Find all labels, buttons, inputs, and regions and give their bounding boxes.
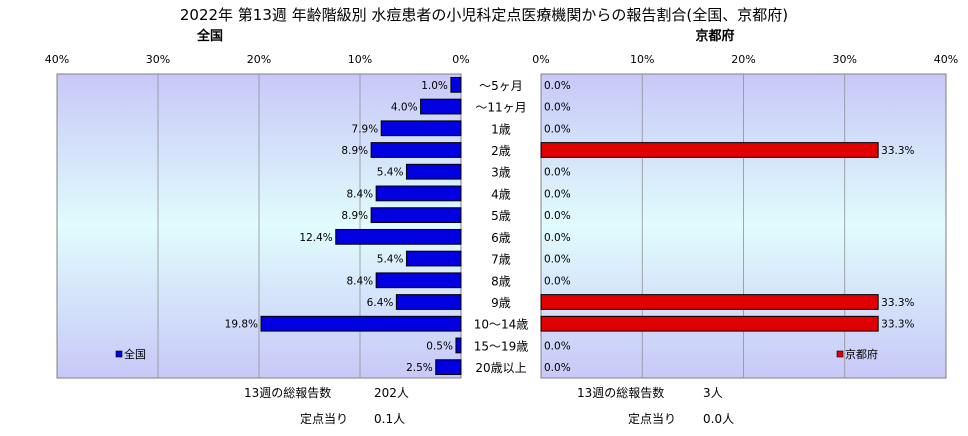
bar-national <box>380 120 462 137</box>
data-label-kyoto: 0.0% <box>544 362 571 374</box>
tick-label-kyoto: 30% <box>833 53 857 66</box>
tick-label-national: 20% <box>247 53 271 66</box>
bar-national <box>420 98 462 115</box>
bar-national <box>405 250 462 267</box>
category-label: ～5ヶ月 <box>479 79 523 93</box>
tick-label-kyoto: 0% <box>532 53 549 66</box>
bar-kyoto <box>540 315 879 332</box>
bar-national <box>375 272 462 289</box>
panel-title-national: 全国 <box>196 28 223 44</box>
data-label-kyoto: 0.0% <box>544 210 571 222</box>
bar-national <box>405 163 462 180</box>
bar-national <box>375 185 462 202</box>
bar-national <box>450 76 462 93</box>
bar-kyoto <box>540 294 879 310</box>
data-label-kyoto: 33.3% <box>881 319 914 331</box>
data-label-national: 2.5% <box>406 362 433 374</box>
data-label-kyoto: 0.0% <box>544 167 571 179</box>
legend-label-kyoto: 京都府 <box>845 347 878 361</box>
tick-label-national: 40% <box>45 53 69 66</box>
per-sentinel-label-kyoto: 定点当り <box>628 411 676 426</box>
category-label: 4歳 <box>491 187 511 201</box>
category-label: 9歳 <box>491 296 511 310</box>
bar-national <box>435 359 462 376</box>
data-label-national: 5.4% <box>377 167 404 179</box>
legend-swatch-national <box>115 350 123 358</box>
tick-label-national: 0% <box>452 53 469 66</box>
total-reports-label-national: 13週の総報告数 <box>244 385 331 400</box>
category-label: 3歳 <box>491 166 511 180</box>
tick-label-kyoto: 40% <box>934 53 958 66</box>
axis-tick-labels: 40% 30% 20% 10% 0% 0% 10% 20% 30% 40% <box>45 53 958 66</box>
tick-label-national: 30% <box>146 53 170 66</box>
category-label: 10～14歳 <box>474 318 529 332</box>
per-sentinel-label-national: 定点当り <box>300 411 348 426</box>
data-label-kyoto: 0.0% <box>544 80 571 92</box>
category-label: ～11ヶ月 <box>475 101 526 115</box>
data-labels: 1.0% 0.0% 4.0% 0.0% 7.9% 0.0% 8.9% 33.3% 5.4% 0.0… <box>225 80 915 374</box>
data-label-kyoto: 0.0% <box>544 232 571 244</box>
data-label-national: 6.4% <box>367 297 394 309</box>
category-label: 7歳 <box>491 253 511 267</box>
data-label-national: 7.9% <box>352 123 379 135</box>
total-reports-value-kyoto: 3人 <box>703 386 723 400</box>
data-label-national: 0.5% <box>426 340 453 352</box>
legend-label-national: 全国 <box>124 347 146 361</box>
bar-national <box>395 294 462 310</box>
category-label: 1歳 <box>491 122 511 136</box>
data-label-kyoto: 0.0% <box>544 254 571 266</box>
data-label-kyoto: 0.0% <box>544 340 571 352</box>
category-label: 20歳以上 <box>475 361 526 375</box>
legend-swatch-kyoto <box>836 350 844 358</box>
data-label-national: 8.9% <box>341 145 368 157</box>
data-label-kyoto: 33.3% <box>881 145 914 157</box>
bar-national <box>335 228 462 245</box>
summary-national: 13週の総報告数 202人 定点当り 0.1人 <box>244 385 409 426</box>
data-label-national: 4.0% <box>391 102 418 114</box>
legend-kyoto: 京都府 <box>836 347 878 361</box>
total-reports-value-national: 202人 <box>374 386 409 400</box>
data-label-kyoto: 0.0% <box>544 102 571 114</box>
data-label-national: 8.4% <box>346 275 373 287</box>
bar-kyoto <box>540 142 879 158</box>
category-label: 15～19歳 <box>474 339 529 353</box>
data-label-national: 5.4% <box>377 254 404 266</box>
chart-title: 2022年 第13週 年齢階級別 水痘患者の小児科定点医療機関からの報告割合(全… <box>180 6 788 24</box>
tick-label-kyoto: 10% <box>630 53 654 66</box>
category-labels: ～5ヶ月 ～11ヶ月 1歳 2歳 3歳 4歳 5歳 6歳 7歳 8歳 9歳 10～14歳 15～19歳 2… <box>474 79 529 375</box>
data-label-national: 8.9% <box>341 210 368 222</box>
category-label: 8歳 <box>491 274 511 288</box>
bar-national <box>370 207 462 224</box>
bars <box>260 76 879 376</box>
data-label-kyoto: 0.0% <box>544 188 571 200</box>
data-label-national: 12.4% <box>299 232 332 244</box>
data-label-national: 19.8% <box>225 319 258 331</box>
bar-national <box>260 315 462 332</box>
category-label: 5歳 <box>491 209 511 223</box>
total-reports-label-kyoto: 13週の総報告数 <box>577 385 664 400</box>
panel-title-kyoto: 京都府 <box>695 28 734 44</box>
data-label-kyoto: 0.0% <box>544 275 571 287</box>
data-label-national: 8.4% <box>346 188 373 200</box>
tick-label-kyoto: 20% <box>731 53 755 66</box>
category-label: 2歳 <box>491 144 511 158</box>
summary-kyoto: 13週の総報告数 3人 定点当り 0.0人 <box>577 385 734 426</box>
data-label-kyoto: 33.3% <box>881 297 914 309</box>
bar-national <box>370 142 462 158</box>
tick-label-national: 10% <box>348 53 372 66</box>
legend-national: 全国 <box>115 347 146 361</box>
per-sentinel-value-kyoto: 0.0人 <box>703 412 734 426</box>
data-label-national: 1.0% <box>421 80 448 92</box>
category-label: 6歳 <box>491 231 511 245</box>
data-label-kyoto: 0.0% <box>544 123 571 135</box>
bar-national <box>455 337 462 354</box>
per-sentinel-value-national: 0.1人 <box>374 412 405 426</box>
